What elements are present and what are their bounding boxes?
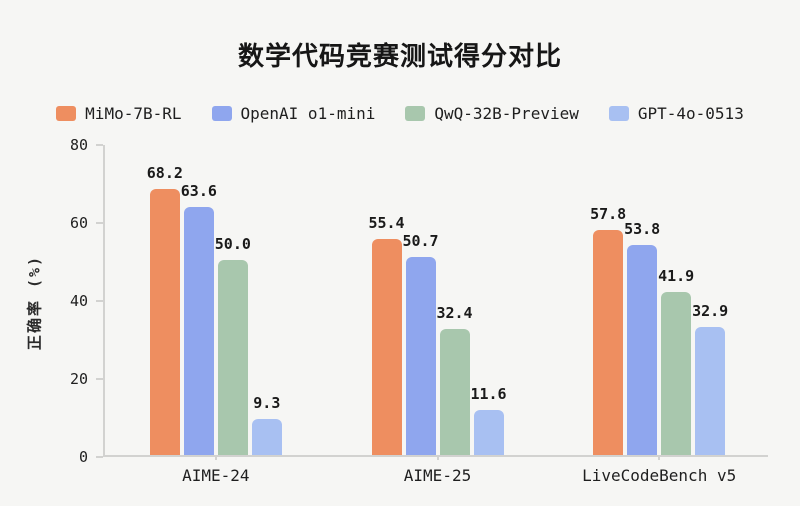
bar-OpenAI o1-mini-AIME-25: 50.7	[402, 232, 439, 455]
x-tick-mark	[436, 455, 439, 460]
bar-value-label: 11.6	[470, 384, 507, 403]
legend-item-OpenAI o1-mini: OpenAI o1-mini	[211, 104, 376, 123]
x-tick-mark	[214, 455, 217, 460]
x-tick-label-AIME-24: AIME-24	[182, 466, 250, 485]
y-tick-mark	[96, 300, 103, 302]
y-tick-mark	[96, 456, 103, 458]
bar-value-label: 55.4	[368, 213, 405, 232]
bar-QwQ-32B-Preview-AIME-25: 32.4	[436, 304, 473, 455]
bar-value-label: 57.8	[590, 204, 627, 223]
bar-MiMo-7B-RL-LiveCodeBench v5: 57.8	[590, 205, 626, 455]
bar-GPT-4o-0513-AIME-24: 9.3	[251, 394, 282, 455]
y-tick-mark	[96, 222, 103, 224]
legend-label: OpenAI o1-mini	[240, 104, 376, 123]
bar-GPT-4o-0513-LiveCodeBench v5: 32.9	[692, 302, 728, 455]
bar-group-LiveCodeBench v5: 57.8 53.8 41.9 32.9	[590, 205, 728, 455]
y-tick-label: 20	[69, 370, 88, 388]
bar-MiMo-7B-RL-AIME-25: 55.4	[368, 214, 405, 455]
bar-OpenAI o1-mini-LiveCodeBench v5: 53.8	[624, 220, 660, 455]
legend-label: GPT-4o-0513	[637, 104, 744, 123]
bar-value-label: 41.9	[658, 266, 695, 285]
y-tick-label: 0	[78, 448, 88, 466]
legend-swatch-icon	[608, 106, 629, 121]
y-tick-mark	[96, 378, 103, 380]
plot-area: 68.2 63.6 50.0 9.3 AIME-24 55.4 50.7 32.4 11.6 AI…	[103, 145, 768, 485]
x-tick-label-AIME-25: AIME-25	[403, 466, 472, 485]
bar-value-label: 32.9	[692, 301, 729, 320]
legend-label: QwQ-32B-Preview	[434, 104, 579, 123]
y-tick-mark	[96, 144, 103, 146]
legend-label: MiMo-7B-RL	[85, 104, 182, 123]
bar-GPT-4o-0513-AIME-25: 11.6	[470, 385, 507, 455]
x-tick-label-LiveCodeBench v5: LiveCodeBench v5	[582, 466, 737, 485]
bar-value-label: 50.7	[402, 232, 439, 251]
legend-item-GPT-4o-0513: GPT-4o-0513	[608, 104, 744, 123]
bar-QwQ-32B-Preview-LiveCodeBench v5: 41.9	[658, 267, 694, 455]
legend-swatch-icon	[405, 106, 426, 121]
legend-swatch-icon	[56, 106, 77, 121]
chart-title: 数学代码竞赛测试得分对比	[237, 42, 562, 72]
bar-QwQ-32B-Preview-AIME-24: 50.0	[215, 235, 251, 455]
legend-item-MiMo-7B-RL: MiMo-7B-RL	[56, 104, 182, 123]
bar-value-label: 32.4	[436, 303, 473, 322]
legend-swatch-icon	[211, 106, 232, 121]
legend-item-QwQ-32B-Preview: QwQ-32B-Preview	[405, 104, 579, 123]
bar-value-label: 53.8	[624, 220, 661, 239]
bar-MiMo-7B-RL-AIME-24: 68.2	[147, 164, 183, 455]
bar-value-label: 68.2	[146, 164, 183, 183]
legend: MiMo-7B-RL OpenAI o1-mini QwQ-32B-Preview G…	[0, 104, 800, 123]
bar-group-AIME-24: 68.2 63.6 50.0 9.3	[147, 164, 282, 455]
bar-OpenAI o1-mini-AIME-24: 63.6	[181, 182, 217, 455]
bar-value-label: 50.0	[214, 235, 251, 253]
bar-value-label: 63.6	[180, 181, 217, 200]
y-tick-label: 60	[69, 214, 88, 232]
y-tick-label: 40	[69, 292, 88, 310]
bar-value-label: 9.3	[253, 393, 281, 412]
x-tick-mark	[658, 455, 661, 460]
bar-group-AIME-25: 55.4 50.7 32.4 11.6	[368, 214, 507, 455]
y-tick-label: 80	[69, 136, 88, 154]
